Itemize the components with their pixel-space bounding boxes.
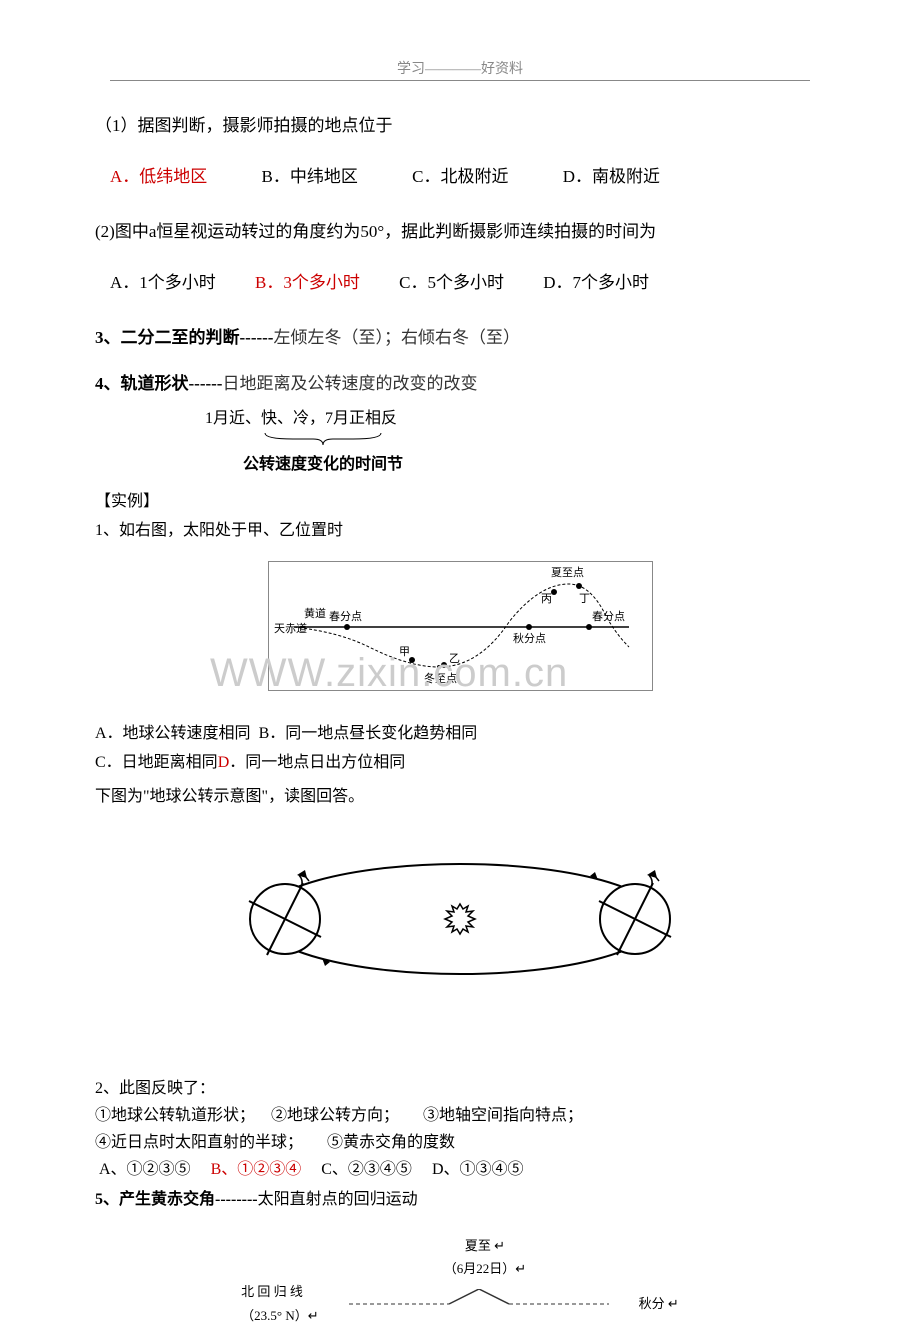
section-4-subtext: 1月近、快、冷，7月正相反 [95, 405, 825, 434]
example1-answers-2: C．日地距离相同D．同一地点日出方位相同 [95, 750, 825, 776]
svg-text:夏至点: 夏至点 [551, 566, 584, 579]
svg-text:春分点: 春分点 [329, 610, 362, 623]
brace-label: 公转速度变化的时间节 [243, 451, 825, 480]
ans-c: C．日地距离相同 [95, 754, 218, 771]
item-2: ②地球公转方向； [271, 1107, 399, 1124]
section-4-label: 4、轨道形状------ [95, 374, 222, 393]
bottom-diagram: 夏至 ↵ （6月22日）↵ 北 回 归 线 （23.5° N）↵ 秋分 ↵ [95, 1234, 825, 1327]
q2-bottom-options: A、①②③⑤ B、①②③④ C、②③④⑤ D、①③④⑤ [95, 1156, 825, 1183]
bd-beihuiguixian: 北 回 归 线 [241, 1280, 318, 1303]
watermark: WWW.zixin.com.cn [210, 637, 568, 709]
item-3: ③地轴空间指向特点； [423, 1107, 583, 1124]
section-4-text: 日地距离及公转速度的改变的改变 [222, 374, 477, 393]
bd-degree: （23.5° N）↵ [241, 1304, 318, 1327]
section-5-text: 太阳直射点的回归运动 [258, 1191, 418, 1208]
section-3: 3、二分二至的判断------左倾左冬（至）；右倾右冬（至） [95, 323, 825, 354]
item-4: ④近日点时太阳直射的半球； [95, 1134, 303, 1151]
item-1: ①地球公转轨道形状； [95, 1107, 255, 1124]
followup-text: 下图为"地球公转示意图"，读图回答。 [95, 784, 825, 810]
question-1: （1）据图判断，摄影师拍摄的地点位于 [95, 111, 825, 142]
q1-option-a: A．低纬地区 [110, 162, 207, 193]
q1-option-b: B．中纬地区 [262, 162, 358, 193]
q2b-opt-a: A、①②③⑤ [99, 1161, 191, 1178]
bd-qiufen: 秋分 ↵ [639, 1292, 679, 1315]
svg-text:丙: 丙 [541, 593, 552, 605]
example1-answers-1: A．地球公转速度相同 B．同一地点昼长变化趋势相同 [95, 721, 825, 747]
svg-text:天赤道: 天赤道 [274, 621, 307, 635]
section-3-label: 3、二分二至的判断------ [95, 328, 273, 347]
bd-xiazhi: 夏至 ↵ [145, 1234, 825, 1257]
section-5: 5、产生黄赤交角--------太阳直射点的回归运动 [95, 1186, 825, 1213]
q1-option-c: C．北极附近 [412, 162, 508, 193]
q2b-opt-c: C、②③④⑤ [321, 1161, 412, 1178]
brace-icon [263, 431, 383, 449]
q2-option-a: A．1个多小时 [110, 268, 216, 299]
ans-d-text: ．同一地点日出方位相同 [229, 754, 405, 771]
ans-b: B．同一地点昼长变化趋势相同 [259, 725, 478, 742]
q2-bottom-items-2: ④近日点时太阳直射的半球； ⑤黄赤交角的度数 [95, 1129, 825, 1156]
ans-a: A．地球公转速度相同 [95, 725, 251, 742]
bd-date: （6月22日）↵ [145, 1257, 825, 1280]
q2b-opt-b: B、①②③④ [211, 1161, 302, 1178]
bottom-dashed-line [349, 1289, 609, 1319]
q2-bottom-items-1: ①地球公转轨道形状； ②地球公转方向； ③地轴空间指向特点； [95, 1102, 825, 1129]
q1-option-d: D．南极附近 [563, 162, 660, 193]
page-header-text: 学习————好资料 [397, 62, 523, 77]
section-5-label: 5、产生黄赤交角-------- [95, 1191, 258, 1208]
section-4: 4、轨道形状------日地距离及公转速度的改变的改变 [95, 369, 825, 400]
svg-text:春分点: 春分点 [592, 610, 625, 623]
question-2: (2)图中a恒星视运动转过的角度约为50°，据此判断摄影师连续拍摄的时间为 [95, 217, 825, 248]
q2b-opt-d: D、①③④⑤ [432, 1161, 524, 1178]
ans-d-prefix: D [218, 754, 230, 771]
item-5: ⑤黄赤交角的度数 [327, 1134, 455, 1151]
question-1-options: A．低纬地区 B．中纬地区 C．北极附近 D．南极附近 [95, 162, 825, 193]
section-3-text: 左倾左冬（至）；右倾右冬（至） [273, 328, 520, 347]
brace-container: 公转速度变化的时间节 [95, 431, 825, 480]
q2-option-b: B．3个多小时 [255, 268, 360, 299]
q2-option-c: C．5个多小时 [399, 268, 504, 299]
q2-bottom-text: 2、此图反映了： [95, 1075, 825, 1102]
svg-text:黄道: 黄道 [304, 606, 326, 620]
example-q1: 1、如右图，太阳处于甲、乙位置时 [95, 517, 825, 546]
q2-option-d: D．7个多小时 [543, 268, 649, 299]
svg-text:丁: 丁 [579, 593, 590, 605]
diagram-2-container [95, 834, 825, 1015]
question-2-options: A．1个多小时 B．3个多小时 C．5个多小时 D．7个多小时 [95, 268, 825, 299]
revolution-diagram [230, 834, 690, 1004]
example-label: 【实例】 [95, 488, 825, 517]
